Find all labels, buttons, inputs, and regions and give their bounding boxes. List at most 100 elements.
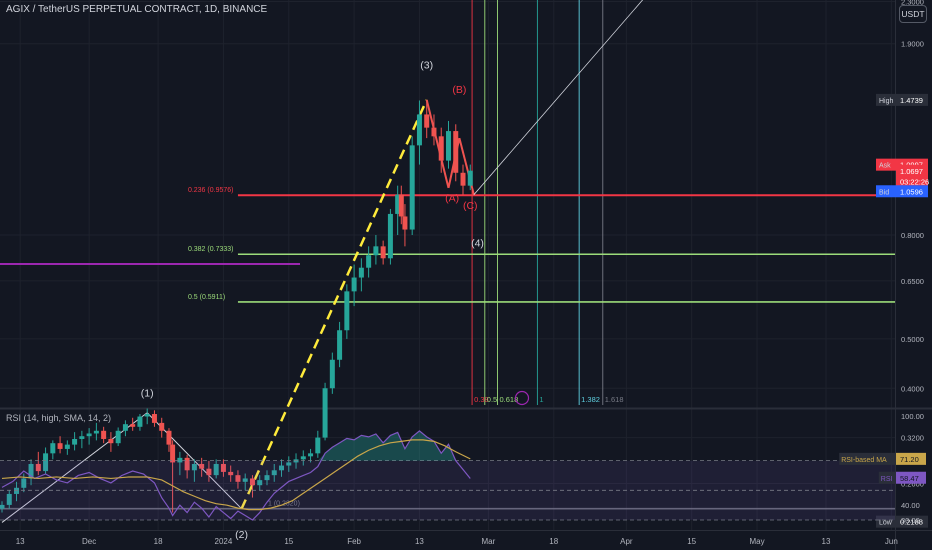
rsi-tag-label-bg — [878, 471, 896, 484]
candle-body — [279, 465, 285, 471]
candle-body — [395, 194, 401, 214]
currency-button[interactable]: USDT — [899, 5, 927, 23]
rsi-tag-bg — [896, 471, 926, 484]
wave1-line — [1, 412, 148, 523]
candle-body — [93, 430, 99, 434]
candle-body — [387, 213, 393, 259]
fib-time-label: 1.618 — [605, 395, 624, 404]
price-tag-bg — [896, 175, 928, 188]
y-tick-label: 0.5000 — [901, 335, 924, 344]
price-tag-label: Low — [879, 520, 893, 527]
price-tag-value: 03:22:26 — [900, 177, 929, 186]
wave-label: (1) — [141, 388, 154, 400]
candle-body — [366, 255, 372, 268]
rsi-y-tick-label: 30.00 — [901, 516, 920, 525]
wave-label: (C) — [463, 200, 478, 212]
candle-body — [191, 463, 197, 471]
x-tick-label: 13 — [822, 537, 831, 546]
rsi-y-tick-label: 40.00 — [901, 501, 920, 510]
waveA-line — [425, 99, 450, 189]
candle-body — [228, 471, 234, 476]
rsi-tag-label: RSI — [881, 476, 893, 483]
candle-body — [159, 422, 165, 431]
x-tick-label: 13 — [16, 537, 25, 546]
fib-time-label: 1.382 — [581, 395, 600, 404]
rsi-tag-value: 58.47 — [900, 474, 919, 483]
fib-level-label: 0.382 (0.7333) — [188, 246, 234, 253]
y-tick-label: 1.9000 — [901, 40, 924, 49]
price-tag-value: 1.0596 — [900, 187, 923, 196]
candle-body — [170, 444, 176, 463]
candle-body — [220, 463, 226, 472]
candle-body — [264, 475, 270, 481]
rsi-tag-bg — [896, 452, 926, 465]
price-tag-label: Bid — [879, 189, 889, 196]
candle-body — [380, 246, 386, 259]
price-tag-bg — [896, 515, 928, 528]
candle-body — [329, 359, 335, 389]
candle-body — [206, 468, 212, 476]
candle-body — [130, 424, 136, 427]
x-tick-label: Dec — [82, 537, 96, 546]
price-tag-value: 0.2188 — [900, 518, 923, 527]
candle-body — [398, 194, 404, 217]
wave3-line — [240, 99, 428, 510]
candle-body — [79, 436, 85, 439]
wave-label: (4) — [471, 237, 484, 249]
candle-body — [358, 267, 364, 278]
candle-body — [144, 414, 150, 417]
fib-time-label: 1 — [539, 395, 543, 404]
rsi-line — [1, 430, 471, 521]
rsi-overbought-fill — [2, 430, 471, 461]
y-tick-label: 0.2600 — [901, 480, 924, 489]
candle-body — [122, 424, 128, 431]
y-tick-label: 0.4000 — [901, 384, 924, 393]
price-tag-value: 1.4739 — [900, 96, 923, 105]
rsi-y-tick-label: 100.00 — [901, 412, 924, 421]
candle-body — [115, 430, 121, 444]
wave-label: (B) — [452, 84, 466, 96]
y-tick-label: 0.3200 — [901, 434, 924, 443]
price-tag-label: High — [879, 98, 894, 105]
chart-title: AGIX / TetherUS PERPETUAL CONTRACT, 1D, … — [6, 4, 268, 15]
candle-body — [351, 277, 357, 292]
candle-body — [308, 453, 314, 457]
y-tick-label: 2.3000 — [901, 0, 924, 7]
candle-body — [6, 493, 12, 505]
fib-time-label: 0.5 — [487, 395, 497, 404]
price-tag-bg — [896, 93, 928, 106]
candle-body — [271, 470, 277, 476]
x-tick-label: 2024 — [215, 537, 233, 546]
candle-body — [137, 416, 143, 427]
price-tag-value: 1.0697 — [900, 167, 923, 176]
candle-body — [445, 131, 451, 161]
candle-body — [43, 453, 49, 472]
rsi-ma-line — [1, 439, 471, 511]
candle-body — [344, 291, 350, 331]
candle-body — [322, 388, 328, 438]
x-tick-label: 15 — [687, 537, 696, 546]
x-tick-label: Apr — [620, 537, 633, 546]
candle-body — [286, 462, 292, 466]
candle-body — [72, 438, 78, 445]
candle-body — [213, 463, 219, 476]
price-tag-label-bg — [876, 93, 896, 106]
candle-body — [424, 114, 430, 128]
candle-body — [184, 457, 190, 471]
candle-body — [166, 430, 172, 445]
candle-body — [300, 456, 306, 460]
candle-body — [337, 330, 343, 360]
price-tag-label-bg — [876, 158, 896, 171]
candle-body — [453, 131, 459, 173]
candle-body — [431, 127, 437, 137]
x-tick-label: 18 — [549, 537, 558, 546]
x-tick-label: 13 — [415, 537, 424, 546]
candle-body — [409, 145, 415, 230]
candle-body — [438, 136, 444, 161]
candle-body — [467, 170, 473, 186]
y-tick-label: 0.6500 — [901, 277, 924, 286]
candle-body — [64, 444, 70, 449]
x-tick-label: Feb — [347, 537, 361, 546]
